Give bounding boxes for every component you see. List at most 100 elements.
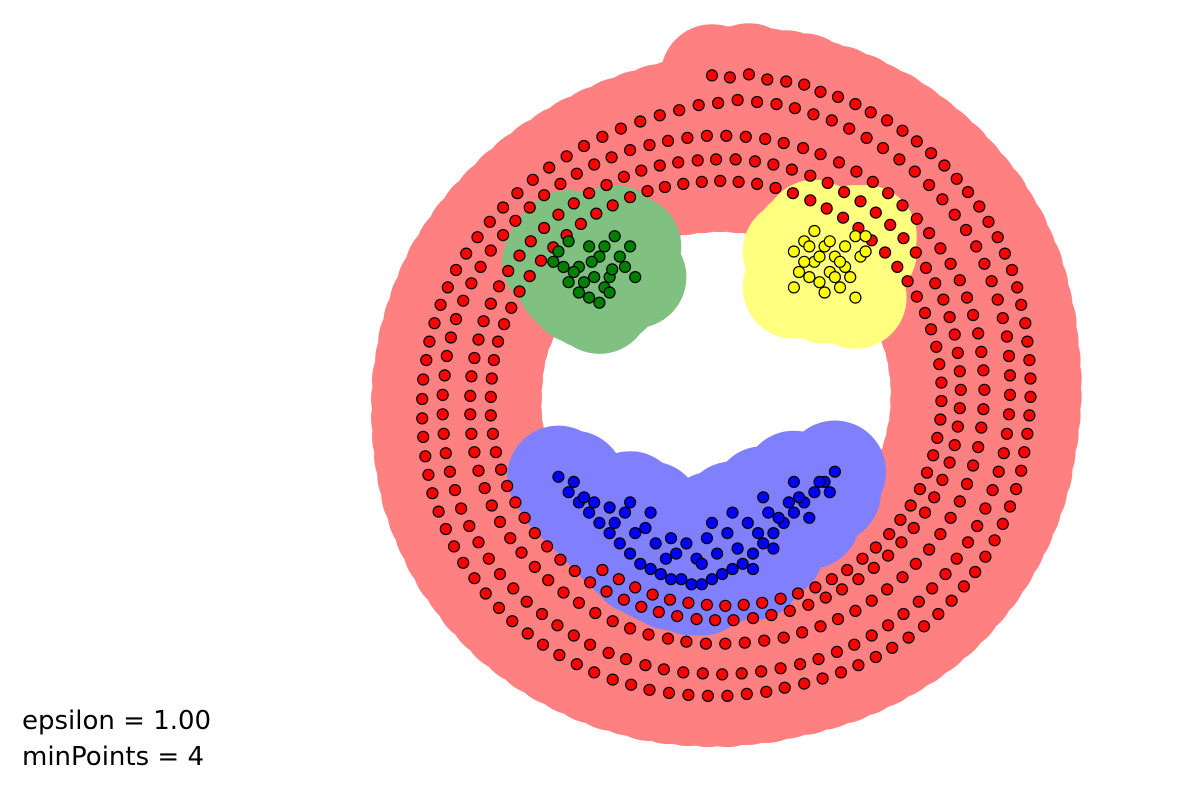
data-point [608,516,621,530]
data-point [944,511,957,524]
point-group-3 [552,465,842,591]
data-point [943,311,956,324]
data-point [896,571,909,584]
data-point [821,176,834,189]
data-point [836,211,850,224]
data-point [787,245,801,258]
data-point [1002,408,1016,421]
data-point [970,240,983,253]
data-point [950,552,963,565]
data-point [437,427,450,440]
data-point [735,667,748,680]
data-point [497,201,510,214]
data-point [765,608,778,622]
data-point [553,648,566,662]
data-point [943,456,956,469]
data-point [910,290,923,303]
data-point [948,208,961,221]
data-point [485,499,498,512]
data-point [793,658,807,671]
data-point [731,93,744,107]
data-point [1003,369,1017,382]
data-point [852,573,865,586]
data-point [699,637,713,650]
data-point [992,465,1005,478]
data-point [537,221,551,235]
data-point [663,593,677,606]
data-point [577,491,591,504]
data-point [935,376,948,389]
data-point [807,108,820,121]
point-group-2 [787,224,872,304]
data-point [602,646,615,660]
data-point [832,156,846,169]
data-point [416,412,429,425]
data-point [982,215,995,228]
data-point [787,506,801,519]
data-point [1023,354,1036,367]
data-point [769,181,782,195]
data-point [492,601,506,615]
data-point [818,286,831,299]
data-point [483,215,496,228]
data-point [623,547,637,560]
data-point [603,501,616,514]
data-point [617,593,631,606]
data-point [682,688,695,702]
data-point [985,275,998,288]
data-point [465,427,478,440]
data-point-layer [416,68,1037,703]
data-point [830,645,844,659]
data-point [428,317,441,330]
data-point [737,598,750,611]
data-point [1021,335,1034,348]
data-point [504,532,517,545]
data-point [472,333,485,346]
data-point [560,150,573,163]
data-point [939,567,952,581]
data-point [465,277,478,290]
data-point [417,373,430,386]
data-point [675,573,688,586]
data-point [523,201,536,214]
data-point [936,473,949,486]
data-point [623,240,637,253]
data-point [798,677,811,690]
data-point [506,615,519,628]
data-point [695,557,708,570]
data-point [505,301,518,314]
data-point [509,496,522,509]
data-point [841,563,854,577]
data-point [659,552,673,565]
point-group-1 [547,230,642,309]
data-point [774,662,787,675]
data-point [644,562,657,576]
data-point [904,499,917,512]
data-point [978,257,991,270]
data-point [726,562,739,576]
data-point [1015,298,1028,311]
data-point [547,255,560,268]
data-point [748,155,762,168]
data-point [448,484,462,497]
data-point [1023,409,1036,422]
data-point [788,102,802,115]
data-point [849,604,862,618]
data-point [585,255,598,268]
data-point [672,156,685,169]
data-point [471,231,484,244]
data-point [562,235,575,248]
data-point [961,536,975,549]
data-point [577,276,591,289]
data-point [977,403,990,416]
data-point [498,318,511,331]
data-point [520,595,533,608]
data-point [662,686,676,700]
data-point [881,549,895,562]
data-point [719,599,732,612]
data-point [808,224,821,238]
data-point [664,532,678,545]
data-point [685,578,698,591]
data-point [828,465,842,478]
data-point [700,129,714,142]
